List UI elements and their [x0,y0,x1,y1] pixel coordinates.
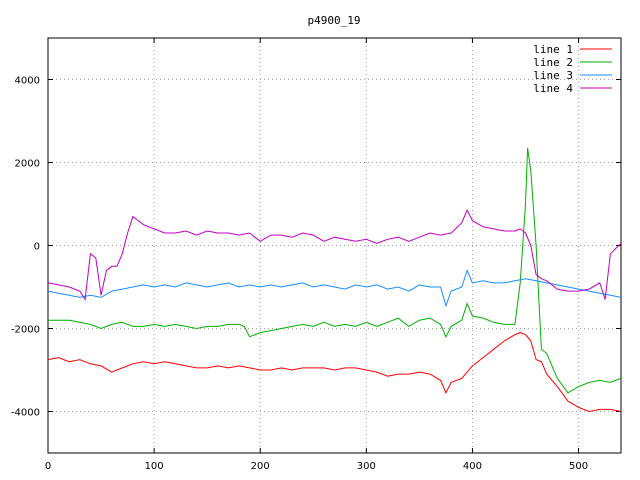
x-tick-label: 0 [45,461,51,472]
series-line-4 [47,209,622,301]
y-tick-label: 0 [34,242,40,253]
legend-label: line 1 [533,43,573,56]
legend-label: line 4 [533,82,573,95]
chart-title: p4900_19 [308,14,361,27]
y-tick-label: -2000 [11,325,40,336]
y-tick-label: -4000 [11,408,40,419]
series-line-3 [47,268,622,308]
grid [48,38,621,453]
axis-ticks: 0 100 200 300 400 500 -4000 -2000 0 2000 4000 [11,38,621,472]
series-line-2 [48,147,622,394]
legend-label: line 2 [533,56,573,69]
x-tick-label: 300 [357,461,376,472]
plot-frame [47,37,622,454]
x-tick-label: 400 [463,461,482,472]
legend-label: line 3 [533,69,573,82]
series-line-1 [47,332,622,413]
y-tick-label: 4000 [15,76,40,87]
y-tick-label: 2000 [15,159,40,170]
x-tick-label: 500 [569,461,588,472]
x-tick-label: 200 [251,461,270,472]
x-tick-label: 100 [145,461,164,472]
series-lines [47,147,622,413]
